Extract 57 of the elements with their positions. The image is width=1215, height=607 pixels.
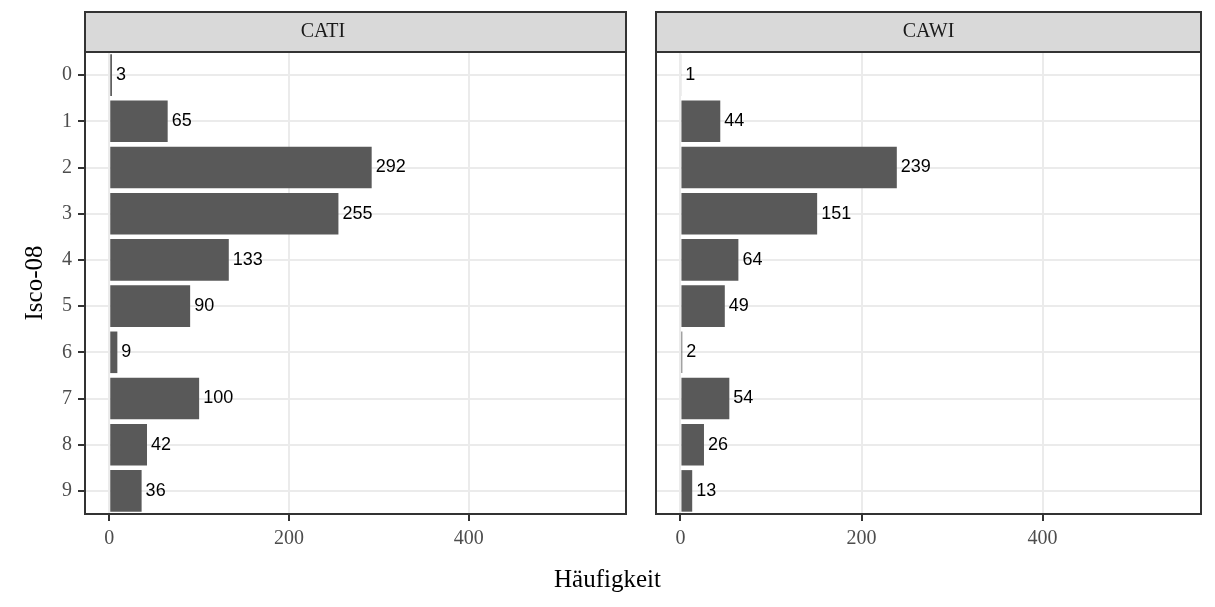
bar <box>110 100 168 143</box>
y-tick-label: 3 <box>62 200 72 223</box>
bar <box>110 470 142 512</box>
data-label: 36 <box>145 479 166 500</box>
x-tick-label: 0 <box>675 526 686 549</box>
data-label: 292 <box>375 156 406 177</box>
y-tick-label: 2 <box>62 154 72 177</box>
data-label: 26 <box>707 433 729 454</box>
data-label: 44 <box>724 110 745 131</box>
data-label: 3 <box>115 64 126 85</box>
data-label: 2 <box>686 341 697 362</box>
bar <box>110 146 372 189</box>
bar <box>110 192 339 235</box>
bar <box>110 423 148 466</box>
y-tick-label: 6 <box>62 339 72 362</box>
data-label: 90 <box>194 295 215 316</box>
x-tick-label: 400 <box>1027 526 1058 549</box>
y-tick-label: 9 <box>62 478 72 501</box>
data-label: 255 <box>342 202 373 223</box>
bar <box>681 285 725 327</box>
y-tick-label: 5 <box>62 293 72 316</box>
bar <box>110 239 229 281</box>
bar <box>681 377 730 420</box>
bar <box>110 285 191 327</box>
y-tick-label: 0 <box>62 62 72 85</box>
data-label: 151 <box>821 202 852 223</box>
x-axis-title: Häufigkeit <box>553 565 662 593</box>
y-axis-title: Isco-08 <box>19 245 47 321</box>
data-label: 64 <box>742 248 763 269</box>
bar <box>110 331 118 374</box>
data-label: 100 <box>203 387 234 408</box>
data-label: 239 <box>900 156 931 177</box>
bar <box>681 192 818 235</box>
bar <box>681 470 693 512</box>
bar <box>681 100 721 143</box>
x-tick-label: 400 <box>453 526 484 549</box>
data-label: 65 <box>171 110 192 131</box>
data-label: 1 <box>685 64 696 85</box>
data-label: 133 <box>232 248 263 269</box>
y-tick-label: 4 <box>62 247 72 270</box>
data-label: 54 <box>733 387 754 408</box>
y-tick-label: 1 <box>62 108 72 131</box>
x-tick-label: 200 <box>846 526 877 549</box>
bar <box>681 423 704 466</box>
y-tick-label: 7 <box>62 385 72 408</box>
bar <box>681 146 897 189</box>
bar <box>110 377 200 420</box>
bar <box>681 239 739 281</box>
data-label: 13 <box>696 479 717 500</box>
x-tick-label: 200 <box>274 526 304 549</box>
x-tick-label: 0 <box>104 526 115 549</box>
chart-title: CATI <box>300 19 346 42</box>
y-tick-label: 8 <box>62 431 72 454</box>
chart-title: CAWI <box>902 19 955 42</box>
data-label: 49 <box>728 295 749 316</box>
data-label: 9 <box>121 341 132 362</box>
data-label: 42 <box>151 433 172 454</box>
